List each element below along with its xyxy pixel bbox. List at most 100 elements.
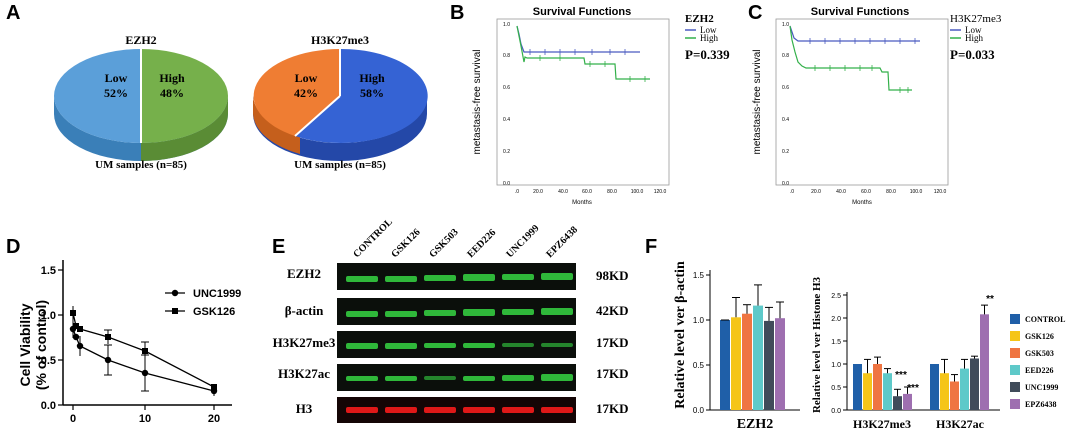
- viability-ylabel-line1: Cell Viability: [17, 303, 33, 386]
- pie-h3k27me3-divider2: [294, 95, 341, 137]
- viability-unc1999-errorbars: [72, 320, 215, 396]
- survival-h3k27me3-xtick: 120.0: [934, 189, 947, 195]
- survival-h3k27me3-high-censor: [814, 65, 909, 93]
- survival-h3k27me3: Survival Functions metastasis-free survi…: [752, 6, 1002, 206]
- survival-h3k27me3-ytick: 0.4: [782, 117, 789, 123]
- pie-h3k27me3-title: H3K27me3: [311, 33, 369, 47]
- survival-h3k27me3-frame: [775, 18, 949, 186]
- blot-bands-ezh2: [346, 273, 573, 282]
- survival-ezh2-xtick: 40.0: [558, 189, 568, 195]
- blot-band: [424, 275, 456, 281]
- bar-gsk503: [873, 364, 882, 410]
- survival-h3k27me3-title: Survival Functions: [811, 6, 909, 18]
- blot-kd-label: 42KD: [596, 303, 629, 318]
- bar-legend-label: EPZ6438: [1025, 400, 1057, 409]
- bar-right-ticks: [843, 294, 847, 411]
- panel-letter-d: D: [6, 236, 20, 258]
- viability-unc1999-point: [104, 356, 112, 364]
- survival-ezh2-pvalue: P=0.339: [685, 47, 730, 62]
- viability-ytick: 0.0: [41, 400, 56, 412]
- blot-bands-h3k27ac: [346, 374, 573, 381]
- pie-ezh2: EZH2 Low 52% High 48% UM samples (n=85): [54, 33, 228, 171]
- blot-conditions: CONTROL GSK126 GSK503 EED226 UNC1999 EPZ…: [351, 216, 580, 260]
- blot-row-label: EZH2: [287, 266, 321, 281]
- blot-bands-h3: [346, 407, 573, 413]
- survival-ezh2-low-censor: [529, 49, 626, 55]
- viability-ytick: 0.5: [41, 355, 56, 367]
- survival-ezh2-ytick: 0.4: [503, 117, 510, 123]
- viability-gsk126-point: [142, 348, 148, 354]
- viability-ylabel-line2: (% of control): [33, 300, 49, 390]
- survival-ezh2-xtick: 120.0: [654, 189, 667, 195]
- survival-h3k27me3-legend-high: High: [965, 33, 984, 43]
- blot-band: [541, 374, 573, 381]
- bar-eed226: [960, 368, 969, 410]
- bar-legend-label: GSK126: [1025, 332, 1054, 341]
- pie-ezh2-slice-low: [54, 49, 141, 143]
- viability-xtick: 0: [70, 413, 76, 425]
- viability-legend-gsk126: GSK126: [193, 306, 235, 318]
- blot-band: [463, 309, 495, 316]
- survival-ezh2-ytick: 0.6: [503, 85, 510, 91]
- survival-h3k27me3-xtick: 40.0: [836, 189, 846, 195]
- bar-right-ylabel: Relative level ver Histone H3: [811, 276, 823, 413]
- bar-eed226: [753, 305, 763, 410]
- bar-unc1999: [970, 358, 979, 410]
- blot-band: [502, 309, 534, 315]
- blot-kd-label: 98KD: [596, 268, 629, 283]
- pie-ezh2-depth-high: [141, 96, 228, 161]
- blot-band: [541, 308, 573, 315]
- blot-condition-label: EED226: [465, 227, 498, 260]
- western-blot: CONTROL GSK126 GSK503 EED226 UNC1999 EPZ…: [273, 216, 629, 423]
- survival-h3k27me3-low-censor: [809, 38, 916, 44]
- bar-left-ylabel: Relative level ver β-actin: [673, 261, 688, 409]
- survival-ezh2-legend-high: High: [700, 33, 719, 43]
- blot-band: [463, 274, 495, 281]
- bar-right-category: H3K27me3: [853, 417, 911, 431]
- viability-xtick: 20: [208, 413, 220, 425]
- viability-xtick: 10: [139, 413, 151, 425]
- blot-bands-actin: [346, 308, 573, 317]
- survival-h3k27me3-legend-title: H3K27me3: [950, 13, 1002, 25]
- panel-letter-c: C: [748, 2, 762, 24]
- bar-left-ticks: [706, 274, 710, 411]
- survival-h3k27me3-xticks: .0 20.0 40.0 60.0 80.0 100.0 120.0: [790, 189, 947, 195]
- bar-left-series: [720, 284, 785, 410]
- bar-unc1999: [893, 396, 902, 410]
- survival-h3k27me3-low-curve: [789, 25, 920, 42]
- bar-eed226: [883, 373, 892, 410]
- survival-h3k27me3-yticks: 0.0 0.2 0.4 0.6 0.8 1.0: [782, 22, 789, 187]
- survival-ezh2-ytick: 0.2: [503, 149, 510, 155]
- bar-left-ytick: 1.0: [693, 316, 705, 325]
- survival-ezh2: Survival Functions metastasis-free survi…: [472, 6, 730, 206]
- blot-band: [346, 311, 378, 317]
- survival-h3k27me3-ytick: 0.8: [782, 53, 789, 59]
- bar-legend-swatch: [1010, 314, 1020, 324]
- viability-gsk126-errorbars: [72, 306, 149, 360]
- pie-h3k27me3-caption: UM samples (n=85): [294, 159, 386, 171]
- survival-ezh2-xtick: 20.0: [533, 189, 543, 195]
- blot-band: [463, 376, 495, 381]
- blot-band: [424, 310, 456, 316]
- blot-bands-h3k27me3: [346, 343, 573, 349]
- survival-h3k27me3-ytick: 0.6: [782, 85, 789, 91]
- survival-ezh2-yticks: 0.0 0.2 0.4 0.6 0.8 1.0: [503, 22, 510, 187]
- blot-band: [385, 376, 417, 381]
- survival-h3k27me3-ylabel: metastasis-free survival: [752, 49, 763, 154]
- pie-h3k27me3-high-label: High: [359, 71, 385, 85]
- survival-ezh2-legend-title: EZH2: [685, 13, 714, 25]
- survival-h3k27me3-ytick: 1.0: [782, 22, 789, 28]
- bar-significance: **: [986, 294, 994, 305]
- blot-band: [541, 343, 573, 347]
- viability-gsk126-point: [105, 334, 111, 340]
- blot-row-label: H3K27me3: [273, 335, 336, 350]
- viability-gsk126-point: [211, 384, 217, 390]
- survival-ezh2-high-censor: [539, 55, 646, 82]
- bar-unc1999: [764, 320, 774, 410]
- bar-control: [720, 320, 730, 410]
- blot-band: [502, 407, 534, 413]
- blot-band: [463, 407, 495, 413]
- bar-right-ytick: 1.5: [831, 339, 841, 346]
- survival-ezh2-xtick: 80.0: [607, 189, 617, 195]
